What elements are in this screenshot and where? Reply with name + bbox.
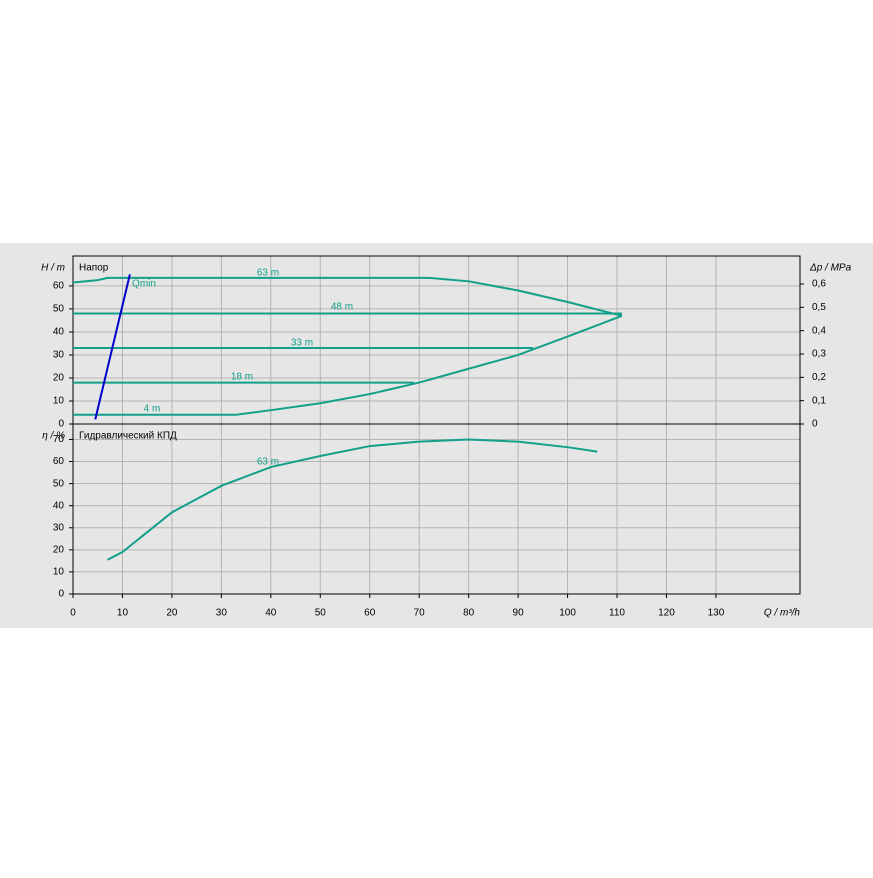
y-tick-label: 0 xyxy=(58,589,64,600)
panel-title: Гидравлический КПД xyxy=(79,431,177,442)
x-tick-label: 20 xyxy=(166,608,178,619)
curve xyxy=(73,314,623,416)
x-tick-label: 50 xyxy=(315,608,327,619)
y-tick-label: 70 xyxy=(53,434,65,445)
x-tick-label: 120 xyxy=(658,608,675,619)
series-label: 63 m xyxy=(257,268,279,279)
series-label: 4 m xyxy=(144,404,161,415)
series-label: 18 m xyxy=(231,372,253,383)
y-tick-label: 60 xyxy=(53,281,65,292)
y-tick-label: 10 xyxy=(53,567,65,578)
x-tick-label: 100 xyxy=(559,608,576,619)
y-tick-label: 20 xyxy=(53,544,65,555)
plot-area xyxy=(73,256,800,424)
x-tick-label: 70 xyxy=(414,608,426,619)
y-tick-label: 10 xyxy=(53,396,65,407)
y-axis-label: H / m xyxy=(41,263,65,274)
x-tick-label: 0 xyxy=(70,608,76,619)
y-tick-label: 30 xyxy=(53,350,65,361)
x-tick-label: 130 xyxy=(708,608,725,619)
plot-border xyxy=(72,423,801,595)
curve xyxy=(94,274,131,420)
curve xyxy=(107,438,598,561)
x-tick-label: 60 xyxy=(364,608,376,619)
series-label: 33 m xyxy=(291,338,313,349)
x-tick-label: 90 xyxy=(513,608,525,619)
x-axis-label: Q / m³/h xyxy=(764,608,801,619)
x-tick-label: 30 xyxy=(216,608,228,619)
y2-axis-label: Δp / MPa xyxy=(809,263,852,274)
y-tick-label: 30 xyxy=(53,522,65,533)
y-tick-label: 50 xyxy=(53,478,65,489)
panel-title: Напор xyxy=(79,263,109,274)
plot-area xyxy=(73,424,800,594)
curve xyxy=(72,276,623,317)
series-label: Qmin xyxy=(132,279,156,290)
y-tick-label: 40 xyxy=(53,500,65,511)
y2-tick-label: 0,3 xyxy=(812,349,826,360)
y2-tick-label: 0 xyxy=(812,419,818,430)
y-axis-label: η / % xyxy=(42,431,65,442)
y-tick-label: 60 xyxy=(53,456,65,467)
y-tick-label: 50 xyxy=(53,304,65,315)
y2-tick-label: 0,1 xyxy=(812,395,826,406)
x-tick-label: 10 xyxy=(117,608,129,619)
y2-tick-label: 0,2 xyxy=(812,372,826,383)
y-tick-label: 40 xyxy=(53,327,65,338)
series-label: 48 m xyxy=(331,302,353,313)
y-tick-label: 0 xyxy=(58,419,64,430)
y2-tick-label: 0,6 xyxy=(812,279,826,290)
series-label: 63 m xyxy=(257,457,279,468)
x-tick-label: 110 xyxy=(609,608,625,619)
x-tick-label: 40 xyxy=(265,608,277,619)
y2-tick-label: 0,5 xyxy=(812,302,826,313)
y-tick-label: 20 xyxy=(53,373,65,384)
x-tick-label: 80 xyxy=(463,608,475,619)
y2-tick-label: 0,4 xyxy=(812,325,826,336)
